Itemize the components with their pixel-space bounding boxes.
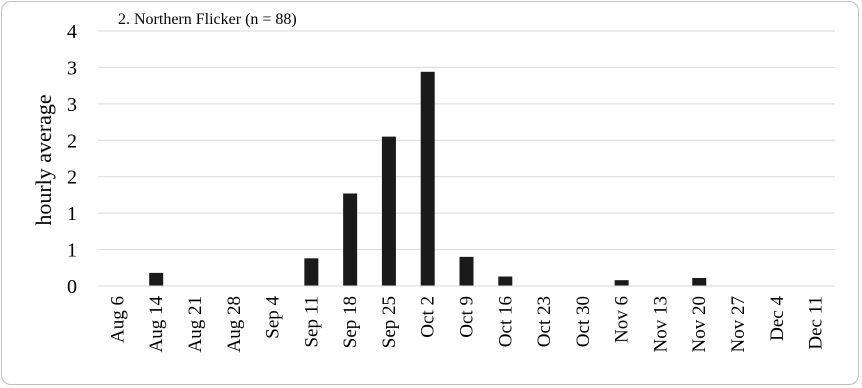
bar: [692, 277, 707, 286]
x-tick-label: Nov 6: [612, 296, 633, 343]
x-tick-label: Sep 4: [263, 296, 284, 339]
x-tick-label: Nov 13: [650, 296, 671, 352]
x-tick-label: Oct 2: [418, 296, 439, 338]
x-axis-ticks: Aug 6 Aug 14 Aug 21 Aug 28 Sep 4 Sep 11 Sep 18…: [107, 296, 826, 353]
x-tick-label: Oct 23: [534, 296, 555, 347]
y-axis-ticks: 0 1 1 2 2 3 3 4: [67, 21, 77, 298]
bar: [381, 136, 396, 286]
bar: [304, 258, 319, 286]
y-tick-label: 3: [67, 94, 77, 116]
bar: [498, 276, 513, 286]
x-tick-label: Nov 20: [689, 296, 710, 352]
y-tick-label: 2: [67, 167, 77, 189]
x-tick-label: Sep 11: [301, 296, 322, 348]
bar: [343, 193, 358, 286]
bar: [459, 256, 474, 286]
x-tick-label: Sep 25: [379, 296, 400, 348]
x-tick-label: Aug 28: [224, 296, 245, 352]
y-tick-label: 1: [67, 240, 77, 262]
x-tick-label: Aug 14: [146, 296, 167, 353]
gridlines: [98, 30, 835, 251]
y-tick-label: 1: [67, 203, 77, 225]
x-tick-label: Oct 16: [495, 296, 516, 347]
x-tick-label: Sep 18: [340, 296, 361, 348]
bar: [420, 71, 435, 286]
y-tick-label: 2: [67, 130, 77, 152]
bars: [149, 71, 707, 286]
x-tick-label: Dec 11: [806, 296, 827, 350]
x-tick-label: Oct 9: [457, 296, 478, 338]
x-tick-label: Aug 21: [185, 296, 206, 352]
y-axis-label: hourly average: [31, 94, 56, 225]
bar: [149, 272, 164, 286]
y-tick-label: 3: [67, 57, 77, 79]
y-tick-label: 0: [67, 276, 77, 298]
x-tick-label: Nov 27: [728, 296, 749, 352]
x-tick-label: Oct 30: [573, 296, 594, 347]
x-tick-label: Dec 4: [767, 296, 788, 341]
y-tick-label: 4: [67, 21, 77, 43]
x-tick-label: Aug 6: [107, 296, 128, 343]
chart-title: 2. Northern Flicker (n = 88): [118, 11, 297, 28]
bar: [614, 280, 629, 286]
